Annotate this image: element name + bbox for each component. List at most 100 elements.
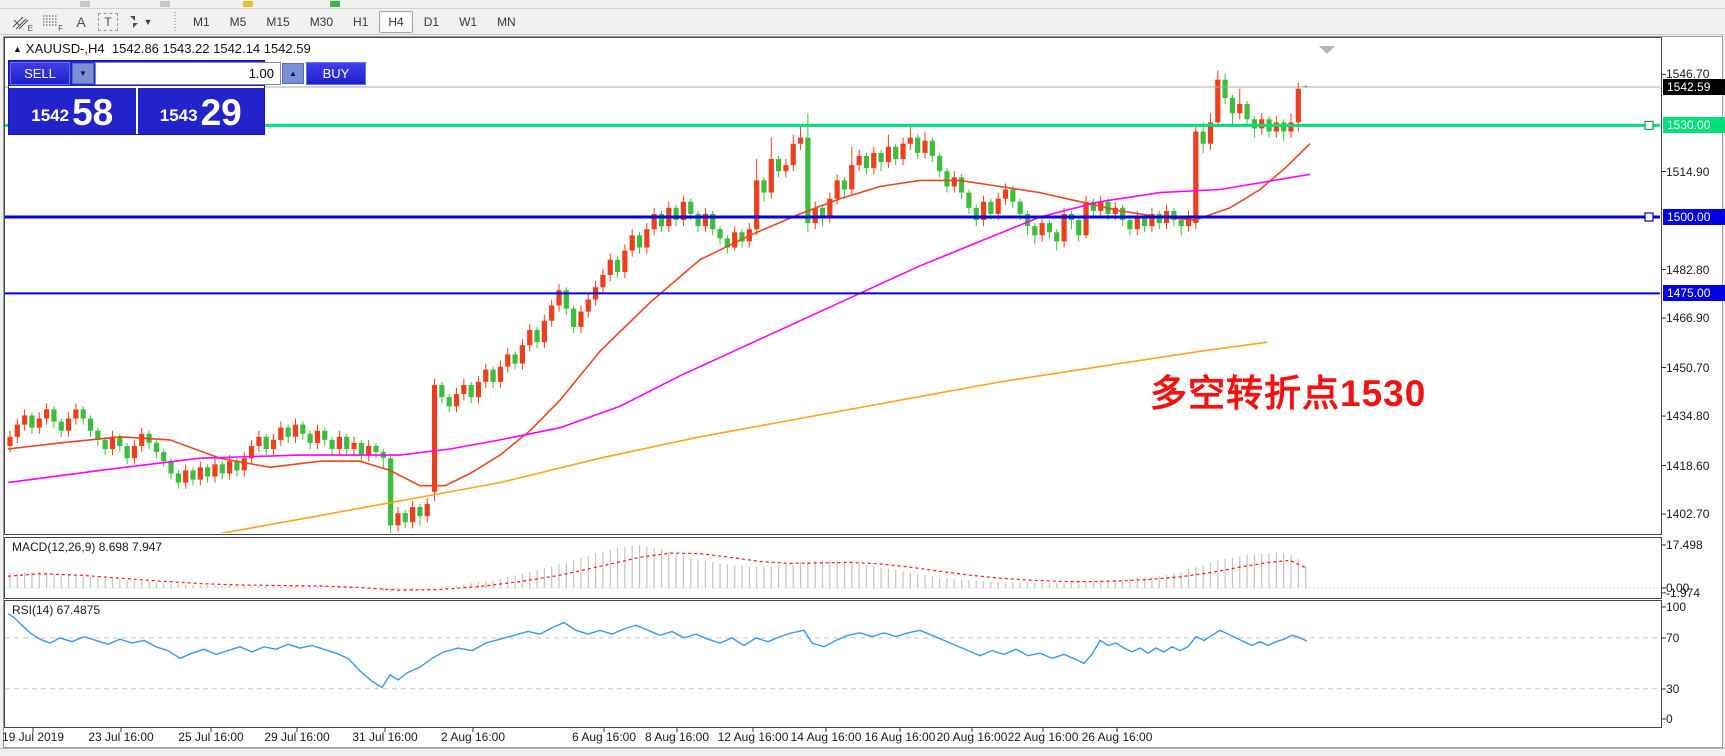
candle-body [563,290,569,309]
candle-body [292,424,299,437]
timeframe-button-m30[interactable]: M30 [309,14,334,29]
candle-body [636,235,643,248]
equidistant-channel-icon[interactable]: E [8,11,34,33]
candle-body [322,430,328,440]
candle-body [856,155,862,166]
rsi-panel[interactable] [4,600,1662,728]
bid-price[interactable]: 1542 58 [9,88,138,134]
candle-body [270,439,277,450]
timeframe-button-w1[interactable]: W1 [459,14,478,29]
volume-input[interactable] [95,62,281,85]
candle-body [300,424,306,434]
ma-slow [218,341,1268,533]
candle-body [549,305,555,321]
buy-button[interactable]: BUY [306,62,366,85]
one-click-trading-panel: SELL ▼ ▲ BUY 1542 58 1543 29 [8,60,366,135]
candle-body [988,201,994,214]
text-label-icon[interactable]: A [76,13,86,30]
candle-body [1142,217,1148,227]
volume-dropdown-button[interactable]: ▼ [72,63,94,84]
timeframe-button-mn[interactable]: MN [497,14,516,29]
candle-body [395,513,401,526]
candle-body [1222,79,1228,98]
candle-body [183,470,189,483]
macd-label: MACD(12,26,9) 8.698 7.947 [12,540,163,554]
candle-body [571,308,577,327]
candle-body [424,503,430,517]
candle-body [153,442,159,453]
candle-body [124,445,130,459]
candle-body [468,384,474,398]
candle-body [1002,189,1009,199]
fibonacci-retracement-icon[interactable]: F [43,15,63,33]
candle-body [7,436,13,446]
candle-body [1273,122,1279,132]
candle-body [885,146,891,163]
toolbar-fragment-icon [330,1,340,7]
timeframe-button-h4[interactable]: H4 [379,10,413,33]
candle-body [1112,207,1118,214]
candle-body [1156,213,1162,224]
candle-body [622,250,628,272]
candle-body [95,430,101,440]
candle-body [431,384,438,492]
top-toolbar-fragment [0,0,1725,9]
candle-body [1046,223,1053,233]
ask-price[interactable]: 1543 29 [159,92,242,133]
candle-body [717,229,723,239]
candle-body [995,198,1001,214]
macd-plot [5,545,1660,593]
candle-body [937,155,943,172]
timeframe-button-h1[interactable]: H1 [353,14,369,29]
candle-body [710,213,716,230]
chart-text-annotation[interactable]: 多空转折点1530 [1150,373,1427,414]
candle-body [205,467,211,477]
candle-body [1149,213,1155,227]
toolbar-fragment-icon [80,1,90,7]
volume-up-button[interactable]: ▲ [282,63,304,84]
candle-body [1171,210,1177,221]
timeframe-button-m1[interactable]: M1 [193,14,210,29]
candle-body [1076,220,1082,236]
collapse-triangle-icon[interactable]: ▲ [13,44,22,54]
candle-body [22,415,28,425]
candle-body [175,473,181,483]
candle-body [1054,232,1060,242]
candle-body [65,418,72,431]
candle-body [439,384,445,398]
candle-body [285,427,291,437]
candle-body [131,445,138,459]
candle-body [373,445,379,453]
candle-body [929,140,935,156]
candle-body [841,180,848,190]
candle-body [512,354,518,364]
timeframe-button-d1[interactable]: D1 [423,14,440,29]
text-tool-icon[interactable]: T [98,12,118,31]
candle-body [248,445,255,459]
macd-panel[interactable] [4,537,1662,599]
arrows-icon[interactable]: ▼ [122,11,156,33]
candle-body [102,439,108,450]
timeframe-button-m5[interactable]: M5 [229,14,247,29]
sell-button[interactable]: SELL [10,62,70,85]
chart-shift-marker-icon[interactable] [1319,46,1335,54]
candle-body [585,299,591,312]
candle-body [190,470,196,480]
candle-body [812,207,818,224]
main-chart-panel[interactable] [4,37,1662,535]
candle-body [278,427,284,440]
candle-body [497,366,504,382]
candle-body [14,424,20,437]
candle-body [739,232,745,242]
candle-body [51,409,57,422]
candle-body [402,513,408,523]
price-plot[interactable] [5,70,1660,534]
line-handle[interactable] [1644,120,1654,131]
timeframe-button-m15[interactable]: M15 [266,14,290,29]
candle-body [863,155,870,169]
line-handle[interactable] [1644,212,1654,222]
candle-body [651,213,657,230]
candle-body [673,207,679,221]
candle-body [483,369,489,382]
